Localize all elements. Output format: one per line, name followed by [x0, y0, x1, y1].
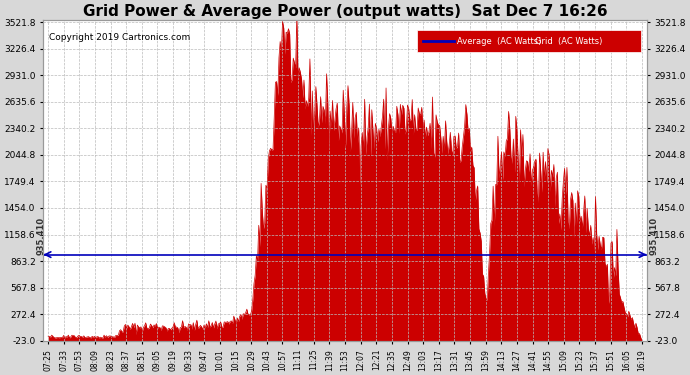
Text: Grid  (AC Watts): Grid (AC Watts)	[535, 37, 602, 46]
Text: Average  (AC Watts): Average (AC Watts)	[457, 37, 541, 46]
Text: 935.410: 935.410	[649, 216, 658, 255]
Title: Grid Power & Average Power (output watts)  Sat Dec 7 16:26: Grid Power & Average Power (output watts…	[83, 4, 607, 19]
FancyBboxPatch shape	[417, 30, 640, 52]
Text: 935.410: 935.410	[37, 216, 46, 255]
Text: Copyright 2019 Cartronics.com: Copyright 2019 Cartronics.com	[50, 33, 190, 42]
